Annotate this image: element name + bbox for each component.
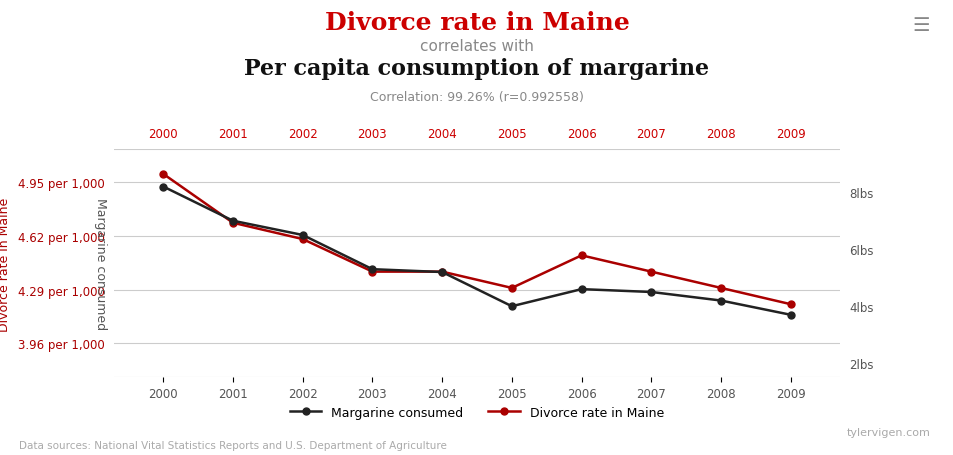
Text: Correlation: 99.26% (r=0.992558): Correlation: 99.26% (r=0.992558) [370, 91, 583, 104]
Y-axis label: Margarine consumed: Margarine consumed [93, 198, 107, 330]
Text: tylervigen.com: tylervigen.com [845, 427, 929, 437]
Legend: Margarine consumed, Divorce rate in Maine: Margarine consumed, Divorce rate in Main… [285, 401, 668, 424]
Text: Per capita consumption of margarine: Per capita consumption of margarine [244, 58, 709, 80]
Text: Data sources: National Vital Statistics Reports and U.S. Department of Agricultu: Data sources: National Vital Statistics … [19, 440, 447, 450]
Text: Divorce rate in Maine: Divorce rate in Maine [324, 11, 629, 35]
Y-axis label: Divorce rate in Maine: Divorce rate in Maine [0, 197, 10, 331]
Text: ☰: ☰ [912, 16, 929, 35]
Text: correlates with: correlates with [419, 39, 534, 54]
